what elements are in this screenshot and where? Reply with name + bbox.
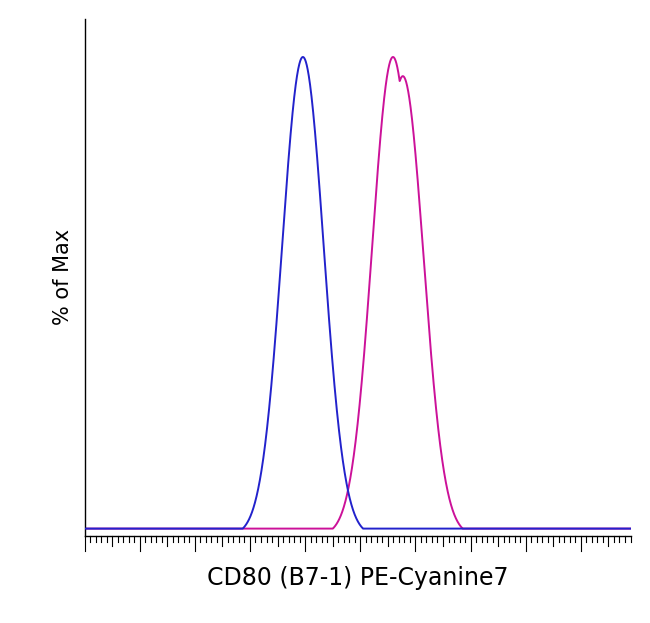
Y-axis label: % of Max: % of Max [53, 229, 73, 325]
X-axis label: CD80 (B7-1) PE-Cyanine7: CD80 (B7-1) PE-Cyanine7 [207, 566, 508, 591]
